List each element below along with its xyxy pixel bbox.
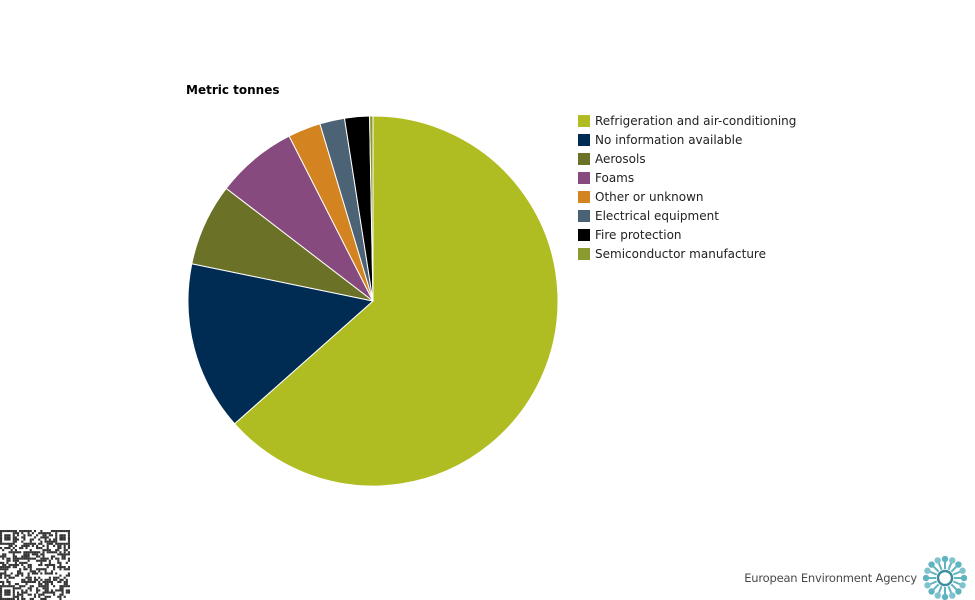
legend-swatch: [578, 134, 590, 146]
legend-item-6[interactable]: Fire protection: [578, 228, 682, 242]
legend-item-3[interactable]: Foams: [578, 171, 634, 185]
legend-label: Refrigeration and air-conditioning: [595, 114, 796, 128]
legend-swatch: [578, 153, 590, 165]
pie-slice-0[interactable]: [233, 115, 559, 487]
legend-item-0[interactable]: Refrigeration and air-conditioning: [578, 114, 796, 128]
footer-brand: European Environment Agency: [744, 556, 967, 600]
pie-slice-7[interactable]: [369, 115, 374, 302]
pie-slices: [187, 115, 559, 487]
chart-title: Metric tonnes: [186, 83, 280, 97]
legend-swatch: [578, 248, 590, 260]
legend-swatch: [578, 210, 590, 222]
legend-label: Fire protection: [595, 228, 682, 242]
legend: Refrigeration and air-conditioning No inf…: [578, 114, 796, 261]
legend-item-5[interactable]: Electrical equipment: [578, 209, 719, 223]
legend-swatch: [578, 191, 590, 203]
legend-label: Semiconductor manufacture: [595, 247, 766, 261]
brand-name: European Environment Agency: [744, 571, 917, 585]
qr-code-icon: [0, 530, 70, 600]
pie-slice-1[interactable]: [187, 263, 375, 425]
legend-item-7[interactable]: Semiconductor manufacture: [578, 247, 766, 261]
legend-item-1[interactable]: No information available: [578, 133, 742, 147]
legend-swatch: [578, 229, 590, 241]
eea-sun-logo-icon: [923, 556, 967, 600]
legend-label: Other or unknown: [595, 190, 704, 204]
legend-item-2[interactable]: Aerosols: [578, 152, 646, 166]
legend-label: No information available: [595, 133, 742, 147]
legend-label: Aerosols: [595, 152, 646, 166]
legend-swatch: [578, 172, 590, 184]
legend-item-4[interactable]: Other or unknown: [578, 190, 704, 204]
legend-label: Electrical equipment: [595, 209, 719, 223]
legend-label: Foams: [595, 171, 634, 185]
legend-swatch: [578, 115, 590, 127]
